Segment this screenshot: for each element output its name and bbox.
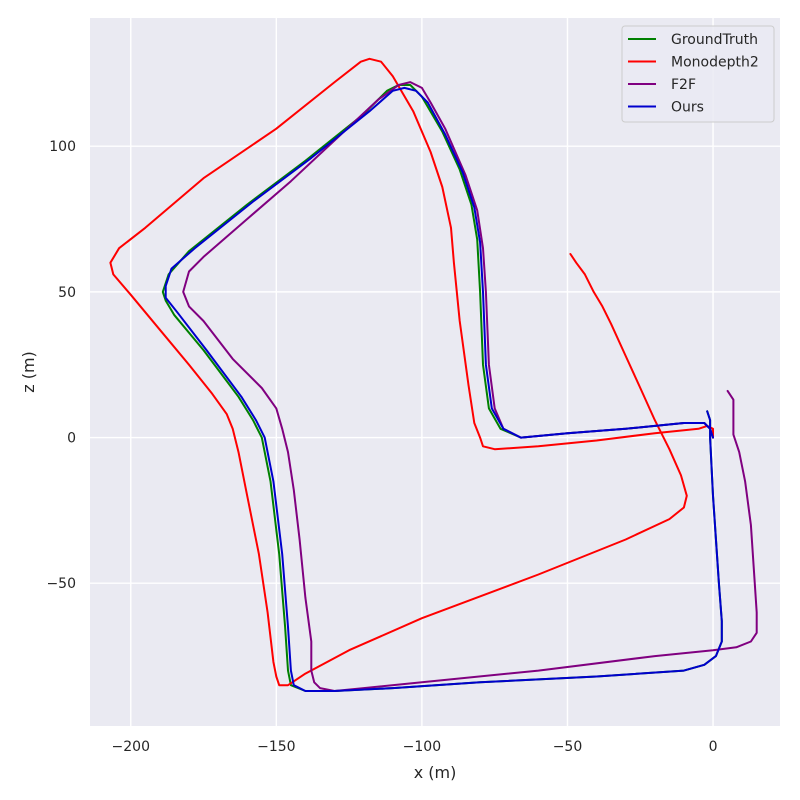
y-tick-label: 100 — [49, 139, 76, 155]
legend-box — [621, 25, 775, 123]
plot-background — [90, 18, 780, 726]
legend-label: Monodepth2 — [671, 55, 759, 71]
tick-layer: −200 −150 −100 −50 0 −50 0 50 100 — [46, 139, 717, 755]
series-line-f2f — [182, 81, 758, 692]
x-axis-label: x (m) — [414, 763, 457, 782]
series-line-ours — [164, 86, 723, 692]
x-tick-label: −50 — [553, 739, 583, 755]
grid-lines — [90, 18, 780, 726]
y-tick-label: 50 — [58, 285, 76, 301]
y-tick-label: 0 — [67, 431, 76, 447]
series-line-monodepth2 — [109, 57, 714, 687]
x-tick-label: 0 — [709, 739, 718, 755]
legend-label: F2F — [671, 77, 696, 93]
x-tick-label: −200 — [112, 739, 150, 755]
x-tick-label: −100 — [403, 739, 441, 755]
legend-label: Ours — [671, 100, 704, 116]
legend-label: GroundTruth — [671, 32, 758, 48]
y-axis-label: z (m) — [19, 351, 38, 393]
x-tick-label: −150 — [257, 739, 295, 755]
legend: GroundTruth Monodepth2 F2F Ours — [621, 25, 775, 123]
series-layer — [109, 57, 758, 692]
y-tick-label: −50 — [46, 576, 76, 592]
